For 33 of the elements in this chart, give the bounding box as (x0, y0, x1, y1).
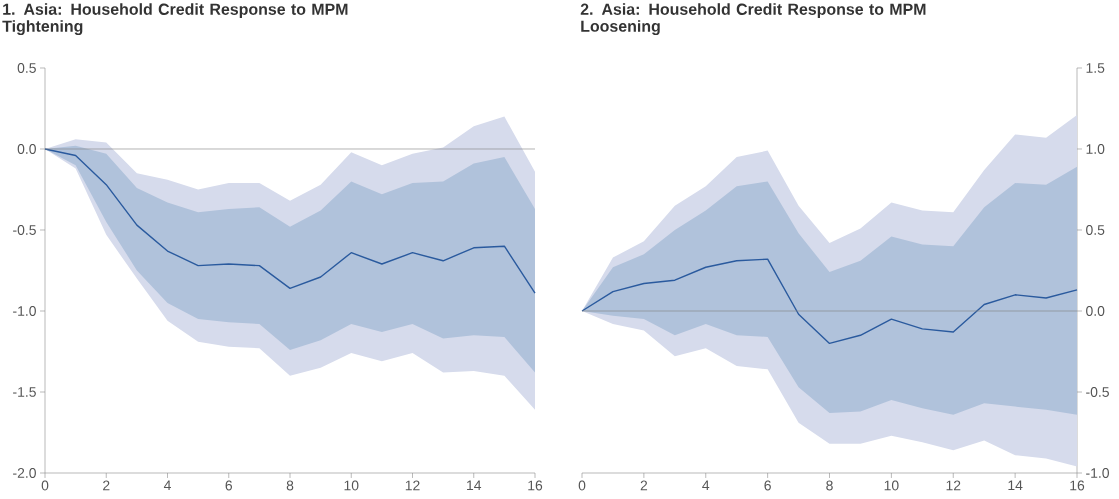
x-tick-label: 8 (826, 480, 833, 491)
x-tick-label: 0 (578, 480, 586, 491)
y-tick-label: -1.0 (13, 306, 36, 316)
chart-title: 2. Asia: Household Credit Response to MPM Loosening (580, 3, 926, 36)
y2-tick-label: -1.0 (1086, 468, 1110, 478)
x-tick-label: 6 (225, 480, 233, 491)
y-tick-label: -1.5 (13, 387, 36, 397)
x-tick-label: 4 (163, 480, 171, 491)
x-tick-label: 14 (467, 480, 482, 491)
line-series (581, 258, 1078, 345)
x-tick-label: 4 (702, 480, 710, 491)
x-tick-label: 16 (1070, 480, 1085, 491)
y2-tick-label: 0.0 (1086, 306, 1105, 316)
x-tick-label: 16 (528, 480, 543, 491)
x-tick-label: 2 (640, 480, 648, 491)
chart-title: 1. Asia: Household Credit Response to MPM Tightening (2, 3, 348, 36)
x-tick-label: 14 (1008, 480, 1023, 491)
y-tick-label: -0.5 (13, 225, 36, 235)
y2-tick-label: 1.0 (1086, 144, 1105, 154)
x-tick-label: 10 (344, 480, 359, 491)
x-tick-label: 0 (41, 480, 49, 491)
y2-tick-label: -0.5 (1086, 387, 1109, 397)
y2-tick-label: 1.5 (1086, 63, 1105, 73)
y-tick-label: 0.0 (17, 144, 36, 154)
x-tick-label: 10 (884, 480, 899, 491)
y-tick-label: -2.0 (13, 468, 36, 478)
y-tick-label: 0.5 (17, 63, 36, 73)
x-tick-label: 8 (286, 480, 294, 491)
x-tick-label: 2 (103, 480, 110, 491)
x-tick-label: 12 (405, 480, 420, 491)
x-tick-label: 12 (946, 480, 961, 491)
x-tick-label: 6 (764, 480, 771, 491)
y2-tick-label: 0.5 (1086, 225, 1105, 235)
